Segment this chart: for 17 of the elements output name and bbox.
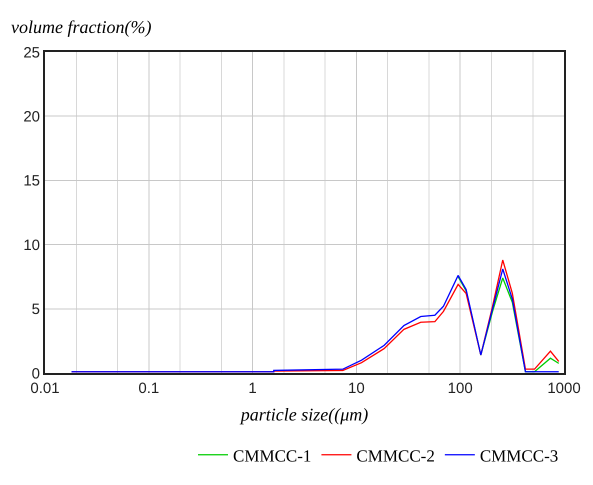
y-tick-label: 25 <box>23 44 40 62</box>
x-tick-label: 100 <box>448 380 473 397</box>
legend-label: CMMCC-1 <box>233 446 312 466</box>
y-tick-label: 10 <box>23 236 40 254</box>
x-axis-title: particle size((μm) <box>238 404 368 425</box>
x-tick-label: 1 <box>248 380 257 397</box>
y-tick-label: 15 <box>23 172 40 190</box>
legend-label: CMMCC-2 <box>356 446 435 466</box>
x-tick-label: 10 <box>348 380 365 397</box>
y-tick-label: 0 <box>32 365 40 382</box>
legend-label: CMMCC-3 <box>480 446 558 466</box>
x-tick-label: 0.1 <box>138 380 160 397</box>
y-axis-title: volume fraction(%) <box>11 17 152 37</box>
x-tick-label: 1000 <box>547 380 581 397</box>
x-tick-label: 0.01 <box>30 380 60 397</box>
y-tick-label: 20 <box>23 108 40 126</box>
y-tick-label: 5 <box>32 301 40 318</box>
